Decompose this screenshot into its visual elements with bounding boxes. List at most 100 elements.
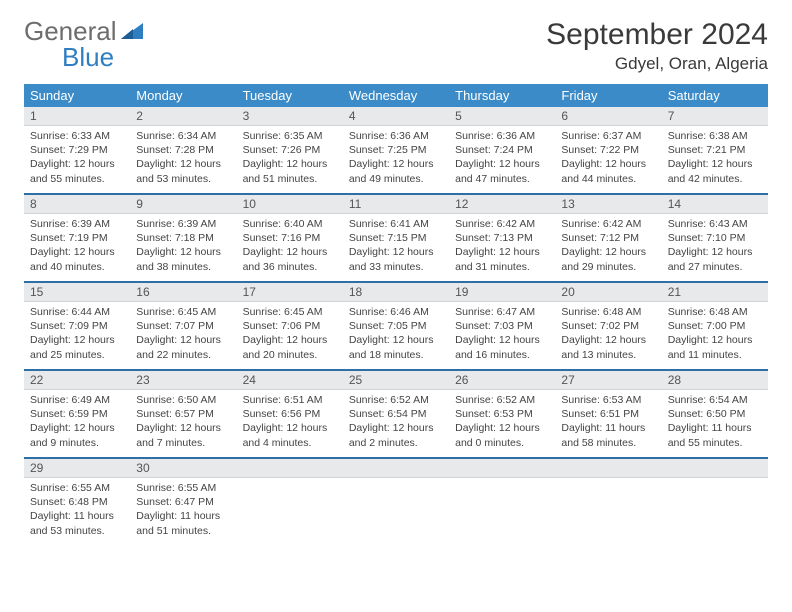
day-body: Sunrise: 6:55 AMSunset: 6:48 PMDaylight:… xyxy=(24,478,130,542)
sunrise-line: Sunrise: 6:48 AM xyxy=(668,305,762,319)
sunrise-line: Sunrise: 6:49 AM xyxy=(30,393,124,407)
sunrise-line: Sunrise: 6:52 AM xyxy=(349,393,443,407)
sunset-line: Sunset: 6:48 PM xyxy=(30,495,124,509)
day-body: Sunrise: 6:34 AMSunset: 7:28 PMDaylight:… xyxy=(130,126,236,190)
daylight-line: Daylight: 11 hours and 53 minutes. xyxy=(30,509,124,537)
day-body: Sunrise: 6:46 AMSunset: 7:05 PMDaylight:… xyxy=(343,302,449,366)
calendar-cell: 2Sunrise: 6:34 AMSunset: 7:28 PMDaylight… xyxy=(130,107,236,194)
sunrise-line: Sunrise: 6:38 AM xyxy=(668,129,762,143)
sunset-line: Sunset: 7:10 PM xyxy=(668,231,762,245)
calendar-cell: 21Sunrise: 6:48 AMSunset: 7:00 PMDayligh… xyxy=(662,282,768,370)
daylight-line: Daylight: 12 hours and 40 minutes. xyxy=(30,245,124,273)
daylight-line: Daylight: 12 hours and 27 minutes. xyxy=(668,245,762,273)
sunset-line: Sunset: 7:05 PM xyxy=(349,319,443,333)
calendar-cell: 8Sunrise: 6:39 AMSunset: 7:19 PMDaylight… xyxy=(24,194,130,282)
day-body: Sunrise: 6:42 AMSunset: 7:13 PMDaylight:… xyxy=(449,214,555,278)
sunrise-line: Sunrise: 6:42 AM xyxy=(561,217,655,231)
sunrise-line: Sunrise: 6:54 AM xyxy=(668,393,762,407)
daylight-line: Daylight: 12 hours and 2 minutes. xyxy=(349,421,443,449)
sunset-line: Sunset: 7:26 PM xyxy=(243,143,337,157)
daylight-line: Daylight: 12 hours and 38 minutes. xyxy=(136,245,230,273)
month-title: September 2024 xyxy=(546,18,768,52)
sunrise-line: Sunrise: 6:33 AM xyxy=(30,129,124,143)
day-body: Sunrise: 6:36 AMSunset: 7:25 PMDaylight:… xyxy=(343,126,449,190)
day-number xyxy=(237,459,343,478)
daylight-line: Daylight: 12 hours and 44 minutes. xyxy=(561,157,655,185)
day-body: Sunrise: 6:44 AMSunset: 7:09 PMDaylight:… xyxy=(24,302,130,366)
sunset-line: Sunset: 6:56 PM xyxy=(243,407,337,421)
sunrise-line: Sunrise: 6:39 AM xyxy=(30,217,124,231)
sunrise-line: Sunrise: 6:47 AM xyxy=(455,305,549,319)
day-number: 9 xyxy=(130,195,236,214)
sunset-line: Sunset: 7:18 PM xyxy=(136,231,230,245)
calendar-cell: 29Sunrise: 6:55 AMSunset: 6:48 PMDayligh… xyxy=(24,458,130,545)
calendar-cell: 25Sunrise: 6:52 AMSunset: 6:54 PMDayligh… xyxy=(343,370,449,458)
day-body: Sunrise: 6:47 AMSunset: 7:03 PMDaylight:… xyxy=(449,302,555,366)
calendar-cell: 14Sunrise: 6:43 AMSunset: 7:10 PMDayligh… xyxy=(662,194,768,282)
day-number xyxy=(343,459,449,478)
day-body xyxy=(555,478,661,535)
calendar-week: 8Sunrise: 6:39 AMSunset: 7:19 PMDaylight… xyxy=(24,194,768,282)
daylight-line: Daylight: 12 hours and 18 minutes. xyxy=(349,333,443,361)
sunrise-line: Sunrise: 6:43 AM xyxy=(668,217,762,231)
day-number xyxy=(662,459,768,478)
sunset-line: Sunset: 6:50 PM xyxy=(668,407,762,421)
day-number: 1 xyxy=(24,107,130,126)
calendar-page: General Blue September 2024 Gdyel, Oran,… xyxy=(0,0,792,563)
calendar-head: SundayMondayTuesdayWednesdayThursdayFrid… xyxy=(24,84,768,107)
calendar-cell: 18Sunrise: 6:46 AMSunset: 7:05 PMDayligh… xyxy=(343,282,449,370)
sunrise-line: Sunrise: 6:48 AM xyxy=(561,305,655,319)
day-number: 3 xyxy=(237,107,343,126)
sunset-line: Sunset: 7:24 PM xyxy=(455,143,549,157)
sunrise-line: Sunrise: 6:55 AM xyxy=(136,481,230,495)
title-block: September 2024 Gdyel, Oran, Algeria xyxy=(546,18,768,74)
sunset-line: Sunset: 7:25 PM xyxy=(349,143,443,157)
calendar-cell: 28Sunrise: 6:54 AMSunset: 6:50 PMDayligh… xyxy=(662,370,768,458)
day-number: 22 xyxy=(24,371,130,390)
day-number: 13 xyxy=(555,195,661,214)
calendar-cell: 30Sunrise: 6:55 AMSunset: 6:47 PMDayligh… xyxy=(130,458,236,545)
sunset-line: Sunset: 7:07 PM xyxy=(136,319,230,333)
sunset-line: Sunset: 6:57 PM xyxy=(136,407,230,421)
sunrise-line: Sunrise: 6:52 AM xyxy=(455,393,549,407)
day-number: 8 xyxy=(24,195,130,214)
sunrise-line: Sunrise: 6:45 AM xyxy=(136,305,230,319)
dow-header: Saturday xyxy=(662,84,768,107)
daylight-line: Daylight: 12 hours and 22 minutes. xyxy=(136,333,230,361)
sunset-line: Sunset: 7:03 PM xyxy=(455,319,549,333)
sunset-line: Sunset: 6:59 PM xyxy=(30,407,124,421)
calendar-cell: 26Sunrise: 6:52 AMSunset: 6:53 PMDayligh… xyxy=(449,370,555,458)
dow-header: Tuesday xyxy=(237,84,343,107)
day-number: 19 xyxy=(449,283,555,302)
brand-word-1: General xyxy=(24,18,117,44)
daylight-line: Daylight: 12 hours and 33 minutes. xyxy=(349,245,443,273)
calendar-cell: 24Sunrise: 6:51 AMSunset: 6:56 PMDayligh… xyxy=(237,370,343,458)
day-body: Sunrise: 6:49 AMSunset: 6:59 PMDaylight:… xyxy=(24,390,130,454)
daylight-line: Daylight: 11 hours and 58 minutes. xyxy=(561,421,655,449)
calendar-cell: 22Sunrise: 6:49 AMSunset: 6:59 PMDayligh… xyxy=(24,370,130,458)
sunrise-line: Sunrise: 6:44 AM xyxy=(30,305,124,319)
daylight-line: Daylight: 12 hours and 42 minutes. xyxy=(668,157,762,185)
daylight-line: Daylight: 12 hours and 51 minutes. xyxy=(243,157,337,185)
day-body: Sunrise: 6:52 AMSunset: 6:54 PMDaylight:… xyxy=(343,390,449,454)
day-number: 18 xyxy=(343,283,449,302)
day-body: Sunrise: 6:43 AMSunset: 7:10 PMDaylight:… xyxy=(662,214,768,278)
day-body: Sunrise: 6:35 AMSunset: 7:26 PMDaylight:… xyxy=(237,126,343,190)
day-body: Sunrise: 6:33 AMSunset: 7:29 PMDaylight:… xyxy=(24,126,130,190)
day-body: Sunrise: 6:48 AMSunset: 7:00 PMDaylight:… xyxy=(662,302,768,366)
day-number: 25 xyxy=(343,371,449,390)
day-number: 2 xyxy=(130,107,236,126)
brand-logo: General Blue xyxy=(24,18,143,70)
dow-header: Friday xyxy=(555,84,661,107)
sunrise-line: Sunrise: 6:36 AM xyxy=(455,129,549,143)
calendar-week: 29Sunrise: 6:55 AMSunset: 6:48 PMDayligh… xyxy=(24,458,768,545)
calendar-cell: 3Sunrise: 6:35 AMSunset: 7:26 PMDaylight… xyxy=(237,107,343,194)
daylight-line: Daylight: 12 hours and 16 minutes. xyxy=(455,333,549,361)
calendar-cell-empty xyxy=(449,458,555,545)
day-number: 26 xyxy=(449,371,555,390)
dow-header: Sunday xyxy=(24,84,130,107)
day-body: Sunrise: 6:54 AMSunset: 6:50 PMDaylight:… xyxy=(662,390,768,454)
sunset-line: Sunset: 7:28 PM xyxy=(136,143,230,157)
sunset-line: Sunset: 7:29 PM xyxy=(30,143,124,157)
daylight-line: Daylight: 12 hours and 20 minutes. xyxy=(243,333,337,361)
